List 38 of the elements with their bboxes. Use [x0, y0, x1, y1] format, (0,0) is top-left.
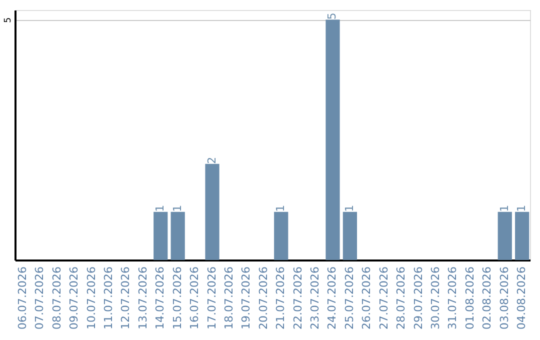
x-tick-label: 02.08.2026: [480, 266, 494, 330]
x-tick-label: 23.07.2026: [308, 266, 322, 330]
x-tick-label: 04.08.2026: [515, 266, 528, 330]
x-tick-label: 25.07.2026: [342, 266, 356, 330]
x-tick-label: 21.07.2026: [274, 266, 288, 330]
x-tick-label: 27.07.2026: [377, 266, 390, 330]
x-tick-label: 12.07.2026: [119, 266, 132, 330]
x-tick-label: 17.07.2026: [205, 266, 218, 330]
x-tick-label: 09.07.2026: [68, 266, 81, 330]
x-tick-label: 24.07.2026: [326, 266, 339, 330]
data-label: 2: [205, 156, 218, 164]
x-tick-label: 11.07.2026: [102, 266, 115, 330]
data-label: 1: [498, 204, 511, 212]
x-tick-label: 30.07.2026: [429, 266, 442, 330]
x-tick-label: 07.07.2026: [33, 266, 46, 330]
data-label: 1: [274, 204, 288, 212]
x-tick-label: 10.07.2026: [84, 266, 98, 330]
x-tick-label: 29.07.2026: [412, 266, 425, 330]
x-tick-label: 26.07.2026: [360, 266, 374, 330]
x-tick-label: 14.07.2026: [154, 266, 167, 330]
x-tick-label: 15.07.2026: [170, 266, 184, 330]
x-tick-label: 18.07.2026: [222, 266, 236, 330]
data-label: 1: [342, 204, 356, 212]
x-tick-label: 28.07.2026: [394, 266, 408, 330]
data-label: 1: [154, 204, 167, 212]
data-label: 5: [326, 12, 339, 20]
x-tick-label: 13.07.2026: [136, 266, 150, 330]
x-tick-label: 03.08.2026: [498, 266, 511, 330]
x-tick-label: 06.07.2026: [16, 266, 29, 330]
x-tick-label: 08.07.2026: [50, 266, 64, 330]
data-label: 1: [515, 204, 528, 212]
x-tick-label: 19.07.2026: [240, 266, 253, 330]
x-tick-label: 31.07.2026: [446, 266, 460, 330]
x-tick-label: 16.07.2026: [188, 266, 202, 330]
data-label: 1: [170, 204, 184, 212]
x-tick-label: 20.07.2026: [256, 266, 270, 330]
x-tick-label: 01.08.2026: [463, 266, 476, 330]
x-tick-label: 22.07.2026: [291, 266, 304, 330]
